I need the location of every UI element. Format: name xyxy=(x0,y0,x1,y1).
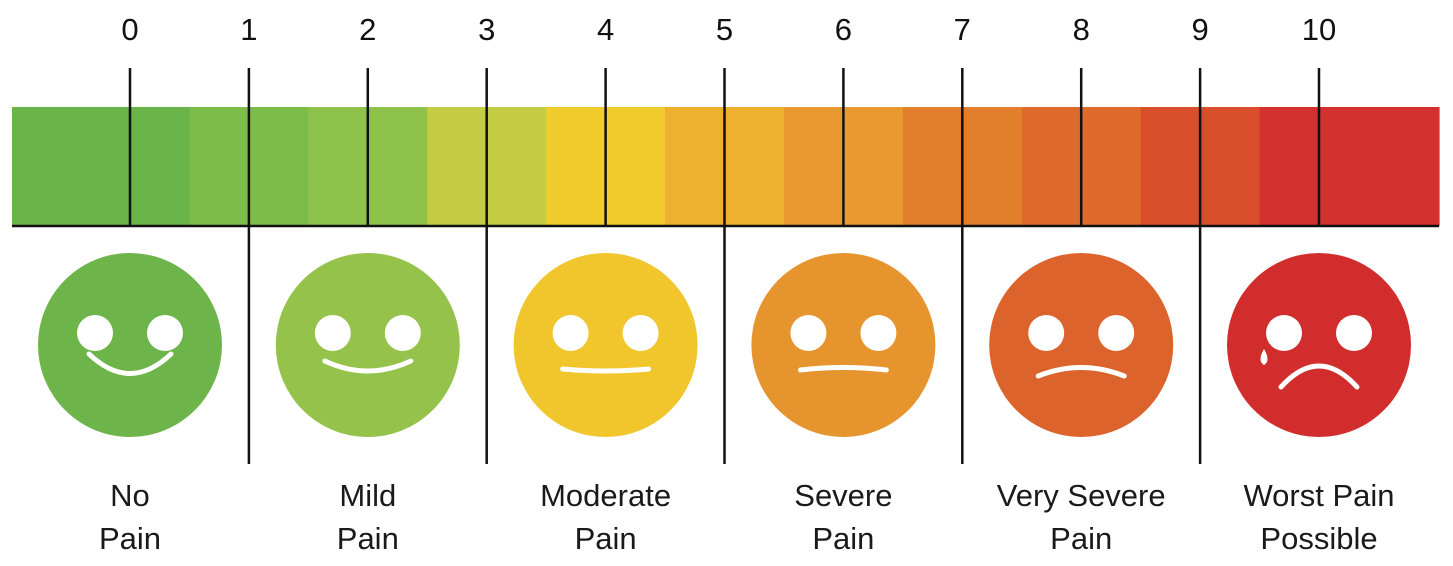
label-line-1: Mild xyxy=(339,478,397,513)
mouth xyxy=(560,366,652,374)
face-severe-pain xyxy=(751,253,936,437)
mouth xyxy=(322,358,414,374)
face-worst-pain-possible xyxy=(1227,253,1411,437)
scale-number-6: 6 xyxy=(834,12,853,47)
faces xyxy=(38,253,1411,437)
face-very-severe-pain xyxy=(989,253,1174,437)
left-eye xyxy=(552,315,589,351)
scale-number-7: 7 xyxy=(953,12,971,47)
tick-lines xyxy=(12,68,1439,464)
face-circle xyxy=(751,253,936,437)
face-mild-pain xyxy=(275,253,460,437)
color-bar xyxy=(12,107,1440,226)
label-line-2: Pain xyxy=(812,521,875,556)
face-circle xyxy=(513,253,698,437)
scale-segment-0 xyxy=(12,107,191,226)
label-line-2: Possible xyxy=(1260,521,1378,556)
scale-segment-10 xyxy=(1259,107,1440,226)
label-line-1: Moderate xyxy=(540,478,672,513)
left-eye xyxy=(77,315,113,351)
label-no-pain: No Pain xyxy=(15,474,245,560)
right-eye xyxy=(860,315,897,351)
mouth xyxy=(86,351,174,376)
left-eye xyxy=(314,315,351,351)
left-eye xyxy=(1266,315,1302,351)
face-moderate-pain xyxy=(513,253,698,437)
label-worst-pain-possible: Worst Pain Possible xyxy=(1204,474,1434,560)
scale-number-9: 9 xyxy=(1191,12,1209,47)
right-eye xyxy=(1098,315,1135,351)
label-line-1: No xyxy=(110,478,150,513)
mouth xyxy=(1035,365,1127,379)
right-eye xyxy=(622,315,659,351)
label-line-1: Worst Pain xyxy=(1243,478,1395,513)
face-circle xyxy=(38,253,222,437)
label-line-2: Pain xyxy=(1050,521,1113,556)
scale-number-8: 8 xyxy=(1072,12,1090,47)
right-eye xyxy=(147,315,183,351)
left-eye xyxy=(790,315,827,351)
scale-number-0: 0 xyxy=(121,12,139,47)
label-line-1: Severe xyxy=(794,478,893,513)
scale-number-1: 1 xyxy=(240,12,258,47)
label-severe-pain: Severe Pain xyxy=(728,474,958,560)
scale-number-3: 3 xyxy=(478,12,496,47)
label-line-1: Very Severe xyxy=(996,478,1166,513)
label-mild-pain: Mild Pain xyxy=(253,474,483,560)
face-circle xyxy=(1227,253,1411,437)
label-line-2: Pain xyxy=(574,521,637,556)
mouth xyxy=(1278,363,1360,390)
mouth xyxy=(797,365,889,373)
right-eye xyxy=(1336,315,1372,351)
face-circle xyxy=(275,253,460,437)
face-circle xyxy=(989,253,1174,437)
scale-number-2: 2 xyxy=(359,12,377,47)
scale-number-5: 5 xyxy=(715,12,734,47)
face-no-pain xyxy=(38,253,222,437)
left-eye xyxy=(1028,315,1065,351)
tear-icon xyxy=(1260,349,1268,365)
label-line-2: Pain xyxy=(336,521,399,556)
scale-number-4: 4 xyxy=(596,12,615,47)
label-moderate-pain: Moderate Pain xyxy=(491,474,721,560)
label-line-2: Pain xyxy=(98,521,162,556)
right-eye xyxy=(384,315,421,351)
label-very-severe-pain: Very Severe Pain xyxy=(966,474,1196,560)
scale-number-10: 10 xyxy=(1301,12,1337,47)
